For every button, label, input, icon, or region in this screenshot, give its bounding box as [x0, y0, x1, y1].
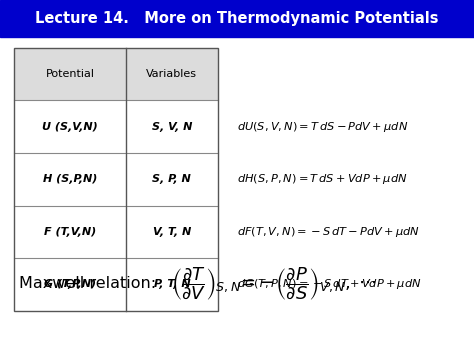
Text: Lecture 14.   More on Thermodynamic Potentials: Lecture 14. More on Thermodynamic Potent…: [35, 11, 439, 26]
Text: Variables: Variables: [146, 69, 197, 79]
Text: V, T, N: V, T, N: [153, 227, 191, 237]
Text: S, V, N: S, V, N: [152, 122, 192, 132]
Text: U (S,V,N): U (S,V,N): [42, 122, 98, 132]
Text: $dG(T,P,N)=-S\,dT+VdP+\mu dN$: $dG(T,P,N)=-S\,dT+VdP+\mu dN$: [237, 277, 421, 291]
Text: Potential: Potential: [46, 69, 94, 79]
Text: $dH(S,P,N)=T\,dS+VdP+\mu dN$: $dH(S,P,N)=T\,dS+VdP+\mu dN$: [237, 172, 408, 186]
Text: S, P, N: S, P, N: [153, 174, 191, 184]
FancyBboxPatch shape: [0, 0, 474, 37]
Text: P, T, N: P, T, N: [154, 279, 190, 289]
FancyBboxPatch shape: [14, 48, 218, 100]
Text: $dU(S,V,N)=T\,dS-PdV+\mu dN$: $dU(S,V,N)=T\,dS-PdV+\mu dN$: [237, 120, 408, 134]
Text: F (T,V,N): F (T,V,N): [44, 227, 96, 237]
Text: $\left(\dfrac{\partial T}{\partial V}\right)_{S,N}\!=\!-\!\left(\dfrac{\partial : $\left(\dfrac{\partial T}{\partial V}\ri…: [171, 266, 376, 302]
Text: G (T,P,N): G (T,P,N): [44, 279, 96, 289]
Text: $dF(T,V,N)=-S\,dT-PdV+\mu dN$: $dF(T,V,N)=-S\,dT-PdV+\mu dN$: [237, 225, 420, 239]
Text: Maxwell relation:: Maxwell relation:: [19, 277, 156, 291]
Text: H (S,P,N): H (S,P,N): [43, 174, 97, 184]
